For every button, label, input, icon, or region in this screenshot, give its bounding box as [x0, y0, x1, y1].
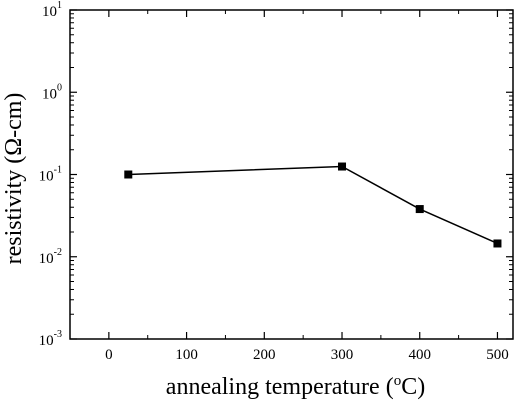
- x-axis-label: annealing temperature (oC): [166, 373, 425, 400]
- series-line: [128, 165, 498, 245]
- y-tick-label: 10-1: [39, 165, 62, 185]
- x-axis-label-unit: C): [401, 374, 425, 400]
- y-tick-exponent: -2: [54, 247, 62, 258]
- y-axis-label: resistivity (Ω-cm): [1, 93, 27, 265]
- y-tick-base: 10: [42, 86, 57, 102]
- x-tick-label: 100: [175, 347, 198, 363]
- y-tick-label: 100: [42, 82, 62, 102]
- data-point: [415, 205, 424, 214]
- x-axis-label-degree: o: [394, 373, 402, 389]
- x-axis-label-text: annealing temperature (: [166, 374, 394, 400]
- data-series: [124, 162, 502, 248]
- x-tick-label: 0: [105, 347, 113, 363]
- y-tick-base: 10: [39, 251, 54, 267]
- x-tick-label: 300: [331, 347, 354, 363]
- axis-ticks: [69, 9, 513, 340]
- y-tick-label: 10-3: [39, 329, 62, 349]
- y-tick-exponent: 0: [57, 82, 62, 93]
- y-tick-base: 10: [39, 333, 54, 349]
- data-point: [493, 239, 502, 248]
- data-point: [338, 162, 347, 171]
- x-tick-label: 500: [486, 347, 509, 363]
- y-tick-base: 10: [42, 4, 57, 20]
- y-tick-label: 10-2: [39, 247, 62, 267]
- y-tick-exponent: -1: [54, 165, 62, 176]
- x-tick-label: 200: [253, 347, 276, 363]
- y-tick-base: 10: [39, 169, 54, 185]
- data-point: [124, 170, 133, 179]
- y-tick-exponent: 1: [57, 0, 62, 11]
- x-tick-label: 400: [408, 347, 431, 363]
- y-tick-label: 101: [42, 0, 62, 20]
- y-tick-exponent: -3: [54, 329, 62, 340]
